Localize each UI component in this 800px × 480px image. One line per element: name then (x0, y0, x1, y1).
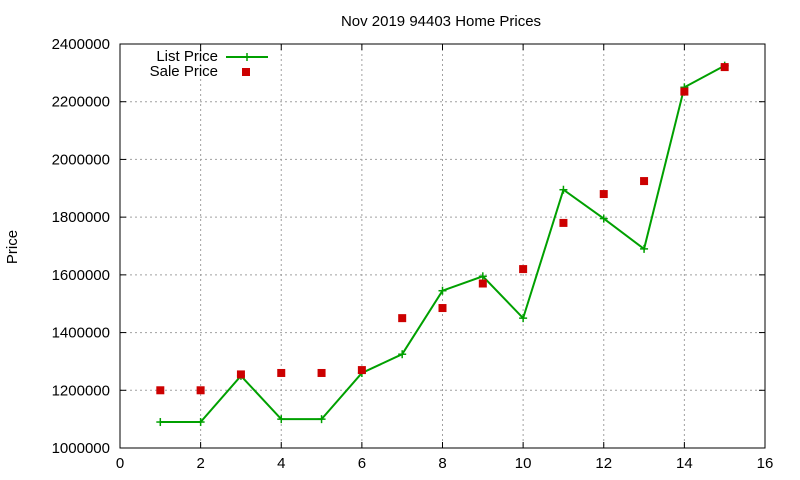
sale-price-point (196, 386, 205, 395)
list-price-point (599, 214, 608, 223)
y-tick-labels: 1000000 1200000 1400000 1600000 1800000 20000… (52, 36, 110, 457)
x-tick-label: 6 (358, 455, 366, 472)
sale-price-point (438, 304, 447, 313)
list-price-point (196, 418, 205, 427)
list-price-point (398, 350, 407, 359)
sale-price-point (680, 87, 689, 96)
list-price-point (519, 314, 528, 323)
x-tick-label: 0 (116, 455, 124, 472)
x-tick-label: 12 (595, 455, 612, 472)
x-tick-label: 10 (515, 455, 532, 472)
sale-price-point (398, 314, 407, 323)
y-tick-label: 1400000 (52, 325, 110, 342)
list-price-point (156, 418, 165, 427)
list-price-point (640, 244, 649, 253)
y-tick-label: 1800000 (52, 209, 110, 226)
legend-label-sale-price: Sale Price (150, 63, 218, 80)
grid-layer (120, 44, 765, 448)
sale-price-point (720, 63, 729, 72)
x-tick-label: 16 (757, 455, 774, 472)
y-tick-label: 2200000 (52, 94, 110, 111)
sale-price-point (277, 368, 286, 377)
sale-price-point (357, 366, 366, 375)
series-layer (156, 61, 729, 427)
legend-label-list-price: List Price (156, 48, 218, 65)
list-price-point (478, 272, 487, 281)
x-tick-label: 8 (438, 455, 446, 472)
sale-price-point (317, 368, 326, 377)
x-tick-label: 14 (676, 455, 693, 472)
legend-marker-list-price (243, 53, 251, 61)
sale-price-point (599, 190, 608, 199)
y-tick-label: 1600000 (52, 267, 110, 284)
sale-price-point (519, 265, 528, 274)
list-price-point (317, 415, 326, 424)
y-tick-label: 2400000 (52, 36, 110, 53)
sale-price-point (478, 279, 487, 288)
x-tick-label: 4 (277, 455, 285, 472)
y-tick-label: 1200000 (52, 382, 110, 399)
list-price-point (438, 286, 447, 295)
y-tick-label: 1000000 (52, 440, 110, 457)
list-price-point (277, 415, 286, 424)
sale-price-point (236, 370, 245, 379)
sale-price-point (640, 177, 649, 186)
sale-price-point (559, 218, 568, 227)
y-axis-label: Price (4, 230, 21, 264)
sale-price-point (156, 386, 165, 395)
y-tick-label: 2000000 (52, 151, 110, 168)
chart-title: Nov 2019 94403 Home Prices (341, 13, 541, 30)
legend: List Price Sale Price (150, 48, 268, 80)
list-price-point (559, 185, 568, 194)
tick-layer (119, 43, 766, 449)
x-tick-label: 2 (196, 455, 204, 472)
legend-marker-sale-price (242, 68, 250, 76)
x-tick-labels: 0 2 4 6 8 10 12 14 16 (116, 455, 774, 472)
